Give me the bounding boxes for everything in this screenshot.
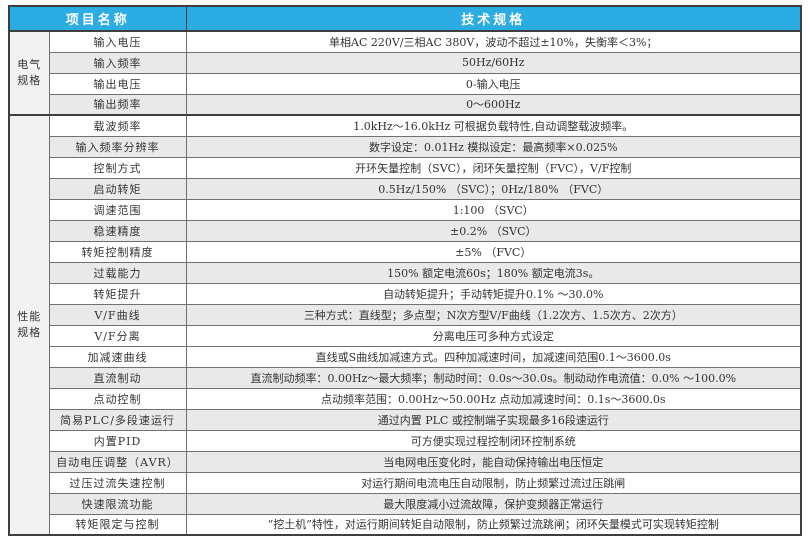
row-value-cell: 150% 额定电流60s；180% 额定电流3s。	[185, 261, 802, 284]
row-value-cell: 自动转矩提升；手动转矩提升0.1% ～30.0%	[185, 282, 802, 305]
row-name-cell: 输出频率	[48, 93, 187, 116]
row-name-cell: 过压过流失速控制	[48, 471, 187, 494]
spec-row: 输出电压 0-输入电压	[9, 72, 802, 95]
row-value-cell: ±0.2% （SVC）	[185, 219, 802, 242]
spec-row: 过载能力 150% 额定电流60s；180% 额定电流3s。	[9, 261, 802, 284]
row-name-cell: 简易PLC/多段速运行	[48, 408, 187, 431]
row-value-cell: 0.5Hz/150% （SVC）；0Hz/180% （FVC）	[185, 177, 802, 200]
row-value-cell: 可方便实现过程控制闭环控制系统	[185, 429, 802, 452]
group-label-line: 规格	[17, 326, 42, 339]
row-name-cell: 转矩控制精度	[48, 240, 187, 263]
spec-row: 过压过流失速控制 对运行期间电流电压自动限制，防止频繁过流过压跳闸	[9, 471, 802, 494]
row-value-cell: 直线或S曲线加减速方式。四种加减速时间，加减速间范围0.1～3600.0s	[185, 345, 802, 368]
row-value-cell: 单相AC 220V/三相AC 380V，波动不超过±10%，失衡率＜3%；	[185, 30, 802, 53]
column-header-tech-spec: 技术规格	[185, 5, 802, 32]
spec-row: 稳速精度 ±0.2% （SVC）	[9, 219, 802, 242]
row-value-cell: 分离电压可多种方式设定	[185, 324, 802, 347]
row-name-cell: 快速限流功能	[48, 492, 187, 515]
row-value-cell: 1.0kHz～16.0kHz 可根据负载特性,自动调整载波频率。	[185, 114, 802, 137]
row-name-cell: 启动转矩	[48, 177, 187, 200]
spec-table: 项目名称 技术规格 电气 规格 输入电压 单相AC 220V/三相AC 380V，波动…	[8, 5, 803, 536]
row-name-cell: 加减速曲线	[48, 345, 187, 368]
row-name-cell: 转矩限定与控制	[48, 513, 187, 536]
row-value-cell: ±5% （FVC）	[185, 240, 802, 263]
spec-row: 转矩限定与控制 “挖土机”特性，对运行期间转矩自动限制，防止频繁过流跳闸；闭环矢量…	[9, 513, 802, 536]
spec-row: 快速限流功能 最大限度减小过流故障，保护变频器正常运行	[9, 492, 802, 515]
row-name-cell: 输入频率	[48, 51, 187, 74]
row-name-cell: 载波频率	[48, 114, 187, 137]
row-value-cell: 对运行期间电流电压自动限制，防止频繁过流过压跳闸	[185, 471, 802, 494]
row-name-cell: 直流制动	[48, 366, 187, 389]
row-value-cell: 0～600Hz	[185, 93, 802, 116]
row-value-cell: 直流制动频率：0.00Hz～最大频率；制动时间：0.0s～30.0s。制动动作电…	[185, 366, 802, 389]
row-value-cell: 点动频率范围：0.00Hz～50.00Hz 点动加减速时间：0.1s～3600.…	[185, 387, 802, 410]
row-value-cell: 最大限度减小过流故障，保护变频器正常运行	[185, 492, 802, 515]
row-name-cell: 内置PID	[48, 429, 187, 452]
row-name-cell: 输入频率分辨率	[48, 135, 187, 158]
row-value-cell: “挖土机”特性，对运行期间转矩自动限制，防止频繁过流跳闸；闭环矢量模式可实现转矩…	[185, 513, 802, 536]
spec-row: 转矩提升 自动转矩提升；手动转矩提升0.1% ～30.0%	[9, 282, 802, 305]
spec-row: 加减速曲线 直线或S曲线加减速方式。四种加减速时间，加减速间范围0.1～3600.…	[9, 345, 802, 368]
spec-row: 性能 规格 载波频率 1.0kHz～16.0kHz 可根据负载特性,自动调整载波频率。	[8, 114, 802, 536]
row-name-cell: 调速范围	[48, 198, 187, 221]
row-value-cell: 0-输入电压	[185, 72, 802, 95]
spec-row: 直流制动 直流制动频率：0.00Hz～最大频率；制动时间：0.0s～30.0s。制…	[9, 366, 802, 389]
spec-row: 点动控制 点动频率范围：0.00Hz～50.00Hz 点动加减速时间：0.1s～3…	[9, 387, 802, 410]
row-name-cell: 过载能力	[48, 261, 187, 284]
spec-row: V/F曲线 三种方式：直线型；多点型；N次方型V/F曲线（1.2次方、1.5次方、…	[9, 303, 802, 326]
spec-row: 自动电压调整（AVR） 当电网电压变化时，能自动保持输出电压恒定	[9, 450, 802, 473]
spec-row: V/F分离 分离电压可多种方式设定	[9, 324, 802, 347]
row-name-cell: 自动电压调整（AVR）	[48, 450, 187, 473]
group-label-line: 规格	[17, 74, 42, 87]
spec-row: 转矩控制精度 ±5% （FVC）	[9, 240, 802, 263]
row-value-cell: 当电网电压变化时，能自动保持输出电压恒定	[185, 450, 802, 473]
row-name-cell: V/F曲线	[48, 303, 187, 326]
group-cell-electrical-specs: 电气 规格	[8, 30, 50, 116]
row-value-cell: 通过内置 PLC 或控制端子实现最多16段速运行	[185, 408, 802, 431]
row-name-cell: 控制方式	[48, 156, 187, 179]
spec-row: 简易PLC/多段速运行 通过内置 PLC 或控制端子实现最多16段速运行	[9, 408, 802, 431]
row-name-cell: 转矩提升	[48, 282, 187, 305]
row-name-cell: 输出电压	[48, 72, 187, 95]
row-name-cell: 稳速精度	[48, 219, 187, 242]
row-value-cell: 数字设定：0.01Hz 模拟设定：最高频率×0.025%	[185, 135, 802, 158]
group-label-line: 性能	[17, 309, 42, 323]
header-row: 项目名称 技术规格	[8, 5, 802, 32]
row-value-cell: 三种方式：直线型；多点型；N次方型V/F曲线（1.2次方、1.5次方、2次方）	[185, 303, 802, 326]
spec-row: 输入频率 50Hz/60Hz	[9, 51, 802, 74]
row-name-cell: 点动控制	[48, 387, 187, 410]
spec-row: 调速范围 1:100 （SVC）	[9, 198, 802, 221]
spec-row: 控制方式 开环矢量控制（SVC），闭环矢量控制（FVC），V/F控制	[9, 156, 802, 179]
row-name-cell: 输入电压	[48, 30, 187, 53]
row-name-cell: V/F分离	[48, 324, 187, 347]
row-value-cell: 开环矢量控制（SVC），闭环矢量控制（FVC），V/F控制	[185, 156, 802, 179]
row-value-cell: 1:100 （SVC）	[185, 198, 802, 221]
spec-row: 电气 规格 输入电压 单相AC 220V/三相AC 380V，波动不超过±10%，失衡…	[8, 30, 802, 116]
group-label-line: 电气	[17, 57, 42, 71]
row-value-cell: 50Hz/60Hz	[185, 51, 802, 74]
group-cell-performance-specs: 性能 规格	[8, 114, 50, 536]
spec-row: 启动转矩 0.5Hz/150% （SVC）；0Hz/180% （FVC）	[9, 177, 802, 200]
column-header-item-name: 项目名称	[8, 5, 187, 32]
spec-row: 输出频率 0～600Hz	[9, 93, 802, 116]
spec-row: 输入频率分辨率 数字设定：0.01Hz 模拟设定：最高频率×0.025%	[9, 135, 802, 158]
spec-row: 内置PID 可方便实现过程控制闭环控制系统	[9, 429, 802, 452]
